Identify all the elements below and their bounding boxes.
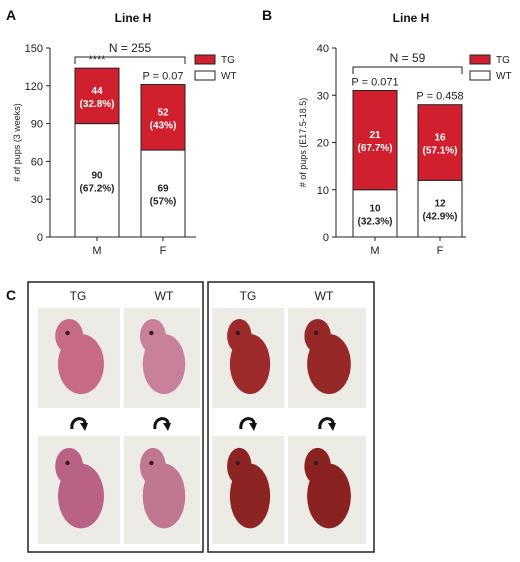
n-annotation: N = 255 <box>109 41 152 55</box>
data-label-tg-f: 16 (57.1%) <box>422 133 457 157</box>
rotate-arrow-icon <box>70 417 88 431</box>
rotate-arrow-icon <box>318 417 336 431</box>
bar-tg-m <box>74 67 120 125</box>
y-tick-label: 40 <box>317 43 329 55</box>
y-tick-label: 60 <box>31 156 43 168</box>
n-annotation: N = 59 <box>390 51 426 65</box>
x-tick-label: F <box>437 245 444 257</box>
photo-frame-left <box>27 281 204 553</box>
panel-letter-a: A <box>6 7 16 23</box>
y-tick-label: 0 <box>37 232 43 244</box>
legend-swatch-wt <box>194 70 216 81</box>
bar-annotation-f: P = 0.07 <box>142 71 183 83</box>
panel-letter-c: C <box>6 287 16 303</box>
data-label-wt-f: 12 (42.9%) <box>422 199 457 223</box>
chart-a: Line H 0 30 60 90 120 150 # of pups (3 weeks) 90… <box>12 11 237 257</box>
panel-letter-b: B <box>262 7 272 23</box>
bar-wt-f <box>417 179 463 238</box>
photo-wt-top-right <box>288 308 366 408</box>
rotate-arrow-icon <box>153 417 171 431</box>
photo-col-label-tg-left: TG <box>70 289 87 303</box>
y-tick-label: 90 <box>31 119 43 131</box>
y-tick-label: 10 <box>317 185 329 197</box>
y-tick-label: 20 <box>317 138 329 150</box>
legend-label-wt: WT <box>496 71 512 82</box>
photo-wt-bottom-right <box>288 436 366 544</box>
y-tick-label: 30 <box>31 194 43 206</box>
legend-swatch-wt <box>469 70 491 81</box>
chart-title: Line H <box>393 11 430 25</box>
x-tick-label: M <box>92 245 101 257</box>
bar-tg-m <box>352 90 398 191</box>
bar-annotation-f: P = 0.458 <box>416 91 463 103</box>
data-label-tg-m: 44 (32.8%) <box>79 86 114 110</box>
photo-tg-bottom-left <box>38 436 120 544</box>
bar-tg-f <box>417 104 463 181</box>
bar-wt-m <box>74 123 120 238</box>
y-tick-label: 120 <box>25 81 43 93</box>
n-bracket <box>74 56 186 64</box>
x-tick-label: F <box>160 245 167 257</box>
bar-annotation-m: P = 0.071 <box>351 77 398 89</box>
photo-wt-bottom-left <box>124 436 200 544</box>
chart-b: Line H 0 10 20 30 40 # of pups (E17.5-18.5) 10(… <box>298 11 512 257</box>
bar-wt-m <box>352 189 398 238</box>
data-label-tg-f: 52 (43%) <box>150 107 177 131</box>
bar-tg-f <box>140 84 186 151</box>
photo-panel: TG WT TG WT <box>27 281 375 553</box>
y-tick-label: 0 <box>323 232 329 244</box>
photo-tg-top-right <box>212 308 284 408</box>
data-label-wt-m: 90 (67.2%) <box>79 170 114 194</box>
y-axis-label: # of pups (3 weeks) <box>12 103 22 182</box>
data-label-wt-m: 10 (32.3%) <box>357 203 392 227</box>
data-label-tg-m: 21 (67.7%) <box>357 130 392 154</box>
legend-swatch-tg <box>194 54 216 65</box>
n-bracket <box>352 66 463 74</box>
data-label-wt-f: 69 (57%) <box>150 184 177 208</box>
y-tick-label: 150 <box>25 43 43 55</box>
rotate-arrow-icon <box>239 417 257 431</box>
legend-label-wt: WT <box>221 71 237 82</box>
photo-tg-bottom-right <box>212 436 284 544</box>
photo-tg-top-left <box>38 308 120 408</box>
bar-annotation-m: **** <box>88 54 106 66</box>
photo-wt-top-left <box>124 308 200 408</box>
photo-col-label-wt-right: WT <box>315 289 334 303</box>
legend-label-tg: TG <box>221 55 235 66</box>
photo-col-label-tg-right: TG <box>240 289 257 303</box>
legend-swatch-tg <box>469 54 491 65</box>
y-axis-label: # of pups (E17.5-18.5) <box>298 98 308 188</box>
y-tick-label: 30 <box>317 90 329 102</box>
legend-label-tg: TG <box>496 55 510 66</box>
photo-frame-right <box>207 281 375 553</box>
photo-col-label-wt-left: WT <box>155 289 174 303</box>
chart-title: Line H <box>115 11 152 25</box>
x-tick-label: M <box>370 245 379 257</box>
